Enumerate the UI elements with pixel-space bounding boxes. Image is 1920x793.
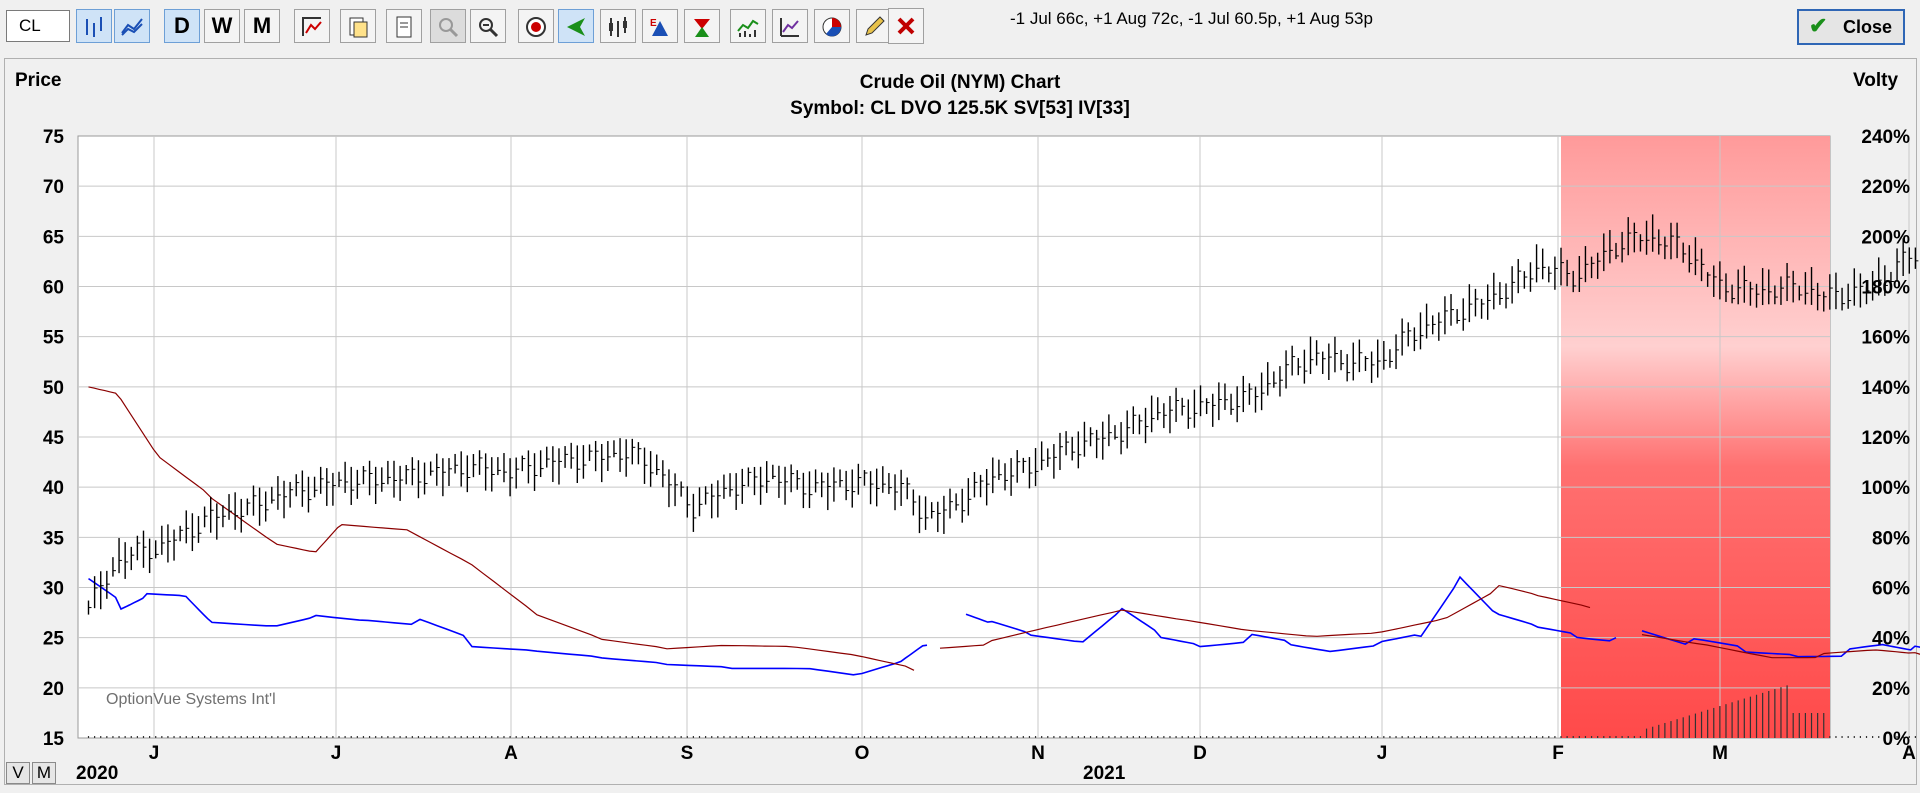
zoom-out-icon[interactable] (470, 9, 506, 43)
position-quote: -1 Jul 66c, +1 Aug 72c, -1 Jul 60.5p, +1… (1010, 9, 1373, 28)
scale-icon[interactable] (294, 9, 330, 43)
target-icon[interactable] (518, 9, 554, 43)
dividend-icon[interactable] (684, 9, 720, 43)
weekly-button[interactable]: W (204, 9, 240, 43)
volume-bars-icon[interactable] (730, 9, 766, 43)
bar-chart-icon[interactable] (76, 9, 112, 43)
symbol-input[interactable]: CL (6, 10, 70, 42)
view-v-button[interactable]: V (6, 762, 30, 784)
line-chart-icon[interactable] (114, 9, 150, 43)
chart-subtitle: Symbol: CL DVO 125.5K SV[53] IV[33] (790, 98, 1130, 119)
price-axis-title: Price (15, 70, 62, 91)
view-m-button[interactable]: M (32, 762, 56, 784)
print-icon[interactable] (386, 9, 422, 43)
svg-text:E: E (650, 18, 657, 29)
volatility-axis-title: Volty (1853, 70, 1899, 91)
chart-title: Crude Oil (NYM) Chart (859, 72, 1061, 93)
toolbar: CL D W M E (0, 0, 1920, 50)
pencil-icon[interactable] (856, 9, 892, 43)
copy-report-icon[interactable] (340, 9, 376, 43)
indicator-icon[interactable] (772, 9, 808, 43)
close-button[interactable]: ✔ Close (1797, 9, 1905, 45)
zoom-in-icon[interactable] (430, 9, 466, 43)
trade-flag-icon[interactable] (558, 9, 594, 43)
monthly-button[interactable]: M (244, 9, 280, 43)
candlestick-icon[interactable] (600, 9, 636, 43)
chart-panel (4, 58, 1917, 785)
daily-button[interactable]: D (164, 9, 200, 43)
earnings-icon[interactable]: E (642, 9, 678, 43)
checkmark-icon: ✔ (1809, 13, 1828, 38)
pie-palette-icon[interactable] (814, 9, 850, 43)
close-x-icon[interactable] (888, 8, 924, 44)
close-button-label: Close (1843, 17, 1893, 37)
